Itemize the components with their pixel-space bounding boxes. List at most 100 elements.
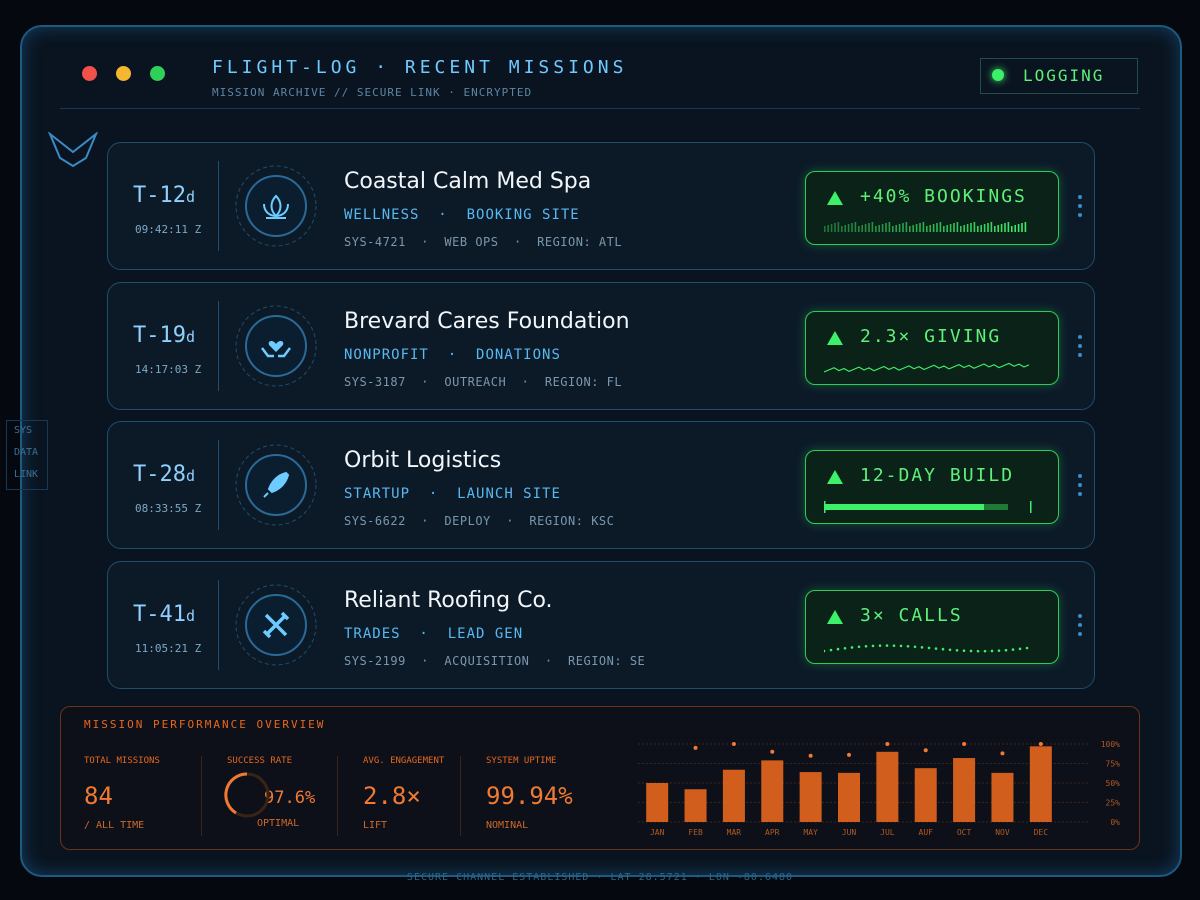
countdown-unit: d [185,467,196,485]
timestamp: 09:42:11 Z [135,223,202,236]
sparkline [824,222,1027,232]
meta-item: SYS-6622 [344,514,406,528]
metric-badge: +40% BOOKINGS [805,171,1059,245]
countdown-value: T-12 [133,183,186,208]
menu-dots [1078,195,1082,217]
mission-card: T-41d 11:05:21 Z Reliant Roofing Co. TRADES… [107,560,1095,689]
mission-icon [235,444,317,526]
bar [684,789,707,822]
meta-item: REGION: ATL [537,235,623,249]
bar [646,783,669,822]
meta-item: SYS-3187 [344,374,406,389]
mission-meta: SYS-3187 · OUTREACH · REGION: FL [344,374,623,389]
mission-tags: WELLNESS · BOOKING SITE [344,207,580,223]
stat-value: 2.8× [363,782,421,810]
meta-item: REGION: FL [544,374,623,389]
countdown-value: T-41 [133,601,186,627]
stat-note: OPTIMAL [257,818,300,829]
stat-note: LIFT [363,820,388,831]
divider [60,108,1140,109]
x-tick-label: JUN [842,828,857,837]
x-tick-label: DEC [1034,828,1049,837]
metric: 2.3× GIVING [860,325,1002,347]
tag: BOOKING SITE [466,207,580,223]
tag: WELLNESS [344,207,420,223]
stat-label: AVG. ENGAGEMENT [363,756,445,766]
mission-card: T-28d 08:33:55 Z Orbit Logistics STARTUP · … [107,421,1095,549]
metric-badge: 2.3× GIVING [805,310,1059,385]
target-dot [1038,742,1043,746]
y-tick-label: 100% [1101,740,1120,749]
tag: LEAD GEN [447,625,524,642]
mission-meta: SYS-6622 · DEPLOY · REGION: KSC [344,514,615,528]
chart: 0% 25% 50% 75% 100% JAN FEB MAR APR MAY JUN JUL AUF O… [638,740,1120,837]
sparkline [824,362,1030,373]
x-tick-label: APR [765,828,780,837]
menu-dots [1078,613,1082,636]
footer: SECURE CHANNEL ESTABLISHED · LAT 28.5721… [406,872,794,883]
status-dot [992,69,1004,81]
mission-tags: TRADES · LEAD GEN [344,625,524,642]
y-tick-label: 0% [1110,818,1120,827]
tag: NONPROFIT [344,346,429,363]
tag: STARTUP [344,486,411,502]
tag: LAUNCH SITE [457,486,561,502]
overview-title: MISSION PERFORMANCE OVERVIEW [84,718,326,731]
bar [991,772,1014,822]
target-dot [962,742,967,746]
target-dot [808,753,813,758]
metric-badge: 3× CALLS [805,589,1059,664]
countdown-value: T-28 [133,462,186,487]
divider [218,440,219,530]
side-label: LINK [14,469,39,480]
stat-value: 84 [84,782,113,810]
x-tick-label: MAY [803,828,818,837]
countdown-unit: d [185,188,196,206]
countdown-value: T-19 [133,322,186,348]
target-dot [885,742,890,746]
bar [722,769,745,822]
divider [218,579,219,670]
countdown: T-12d [133,183,195,208]
max-dot[interactable] [150,66,165,81]
x-tick-label: FEB [688,828,703,837]
stat-value: 97.6% [264,788,316,808]
stat-note: NOMINAL [486,820,529,831]
mission-card: T-19d 14:17:03 Z Brevard Cares Foundation N… [107,281,1095,410]
mission-name: Orbit Logistics [344,448,502,473]
metric: 12-DAY BUILD [860,465,1015,486]
tag: TRADES [344,625,401,642]
menu-dots [1078,334,1082,357]
bar [799,772,822,822]
close-dot[interactable] [82,66,97,81]
stat-label: TOTAL MISSIONS [84,756,160,766]
stat-value: 99.94% [486,782,573,810]
countdown: T-19d [133,323,195,348]
target-dot [847,752,851,757]
status: LOGGING [1023,66,1105,85]
sparkline [824,643,1029,652]
min-dot[interactable] [116,66,131,81]
stat-divider [337,756,338,836]
stat-note: / ALL TIME [84,820,145,831]
meta-item: SYS-4721 [344,235,406,249]
bar [876,751,899,822]
mission-name: Reliant Roofing Co. [344,587,553,613]
bar [1029,746,1052,822]
x-tick-label: AUF [919,828,934,837]
target-dot [770,749,775,754]
x-tick-label: JAN [650,828,665,837]
meta-item: WEB OPS [444,235,499,249]
x-tick-label: JUL [880,828,895,837]
up-arrow [827,470,843,484]
metric-badge: 12-DAY BUILD [805,450,1059,524]
menu-dots [1078,474,1082,496]
mission-meta: SYS-2199 · ACQUISITION · REGION: SE [344,653,646,668]
up-arrow [827,191,843,205]
x-tick-label: MAR [727,828,742,837]
mission-icon [235,584,317,665]
timestamp: 14:17:03 Z [135,362,202,376]
title: FLIGHT-LOG · RECENT MISSIONS [212,57,628,78]
divider [218,300,219,391]
